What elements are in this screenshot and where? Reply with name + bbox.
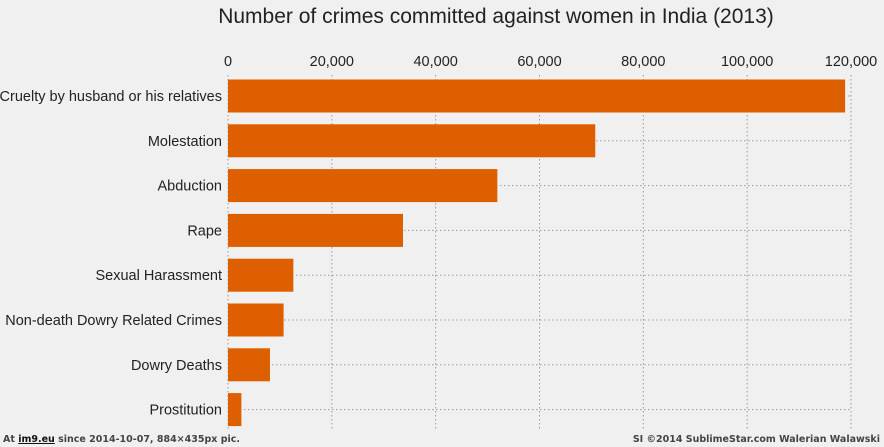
x-tick-label: 40,000	[413, 54, 457, 70]
footer-credit: SI ©2014 SublimeStar.com Walerian Walaws…	[632, 434, 880, 445]
footer-left: At im9.eu since 2014-10-07, 884×435px pi…	[3, 432, 240, 447]
bar-chart: Number of crimes committed against women…	[0, 5, 877, 430]
category-label: Rape	[187, 223, 222, 239]
x-tick-label: 20,000	[310, 54, 354, 70]
x-tick-label: 120,000	[825, 54, 877, 70]
footer-suffix: since 2014-10-07, 884×435px pic.	[54, 434, 240, 445]
bar	[228, 393, 242, 427]
x-tick-label: 60,000	[517, 54, 561, 70]
category-label: Cruelty by husband or his relatives	[0, 89, 222, 105]
x-tick-label: 0	[224, 54, 232, 70]
bar	[228, 348, 270, 382]
site-link[interactable]: im9.eu	[18, 434, 55, 445]
footer-prefix: At	[3, 434, 19, 445]
bar	[228, 303, 284, 337]
category-label: Sexual Harassment	[95, 268, 222, 284]
bar	[228, 169, 498, 203]
footer: At im9.eu since 2014-10-07, 884×435px pi…	[0, 432, 884, 447]
category-label: Abduction	[158, 179, 223, 195]
chart-title: Number of crimes committed against women…	[218, 5, 774, 28]
category-label: Prostitution	[149, 403, 222, 419]
bar	[228, 213, 403, 247]
category-label: Dowry Deaths	[131, 358, 222, 374]
x-tick-label: 100,000	[721, 54, 773, 70]
x-tick-label: 80,000	[621, 54, 665, 70]
x-tick-labels: 0 20,000 40,000 60,000 80,000 100,000 120,000	[224, 54, 877, 70]
bar	[228, 124, 596, 158]
category-label: Non-death Dowry Related Crimes	[5, 313, 222, 329]
bar	[228, 79, 846, 113]
bar	[228, 258, 294, 292]
category-label: Molestation	[148, 134, 222, 150]
bars	[228, 79, 846, 427]
category-labels: Cruelty by husband or his relatives Moles…	[0, 89, 222, 419]
